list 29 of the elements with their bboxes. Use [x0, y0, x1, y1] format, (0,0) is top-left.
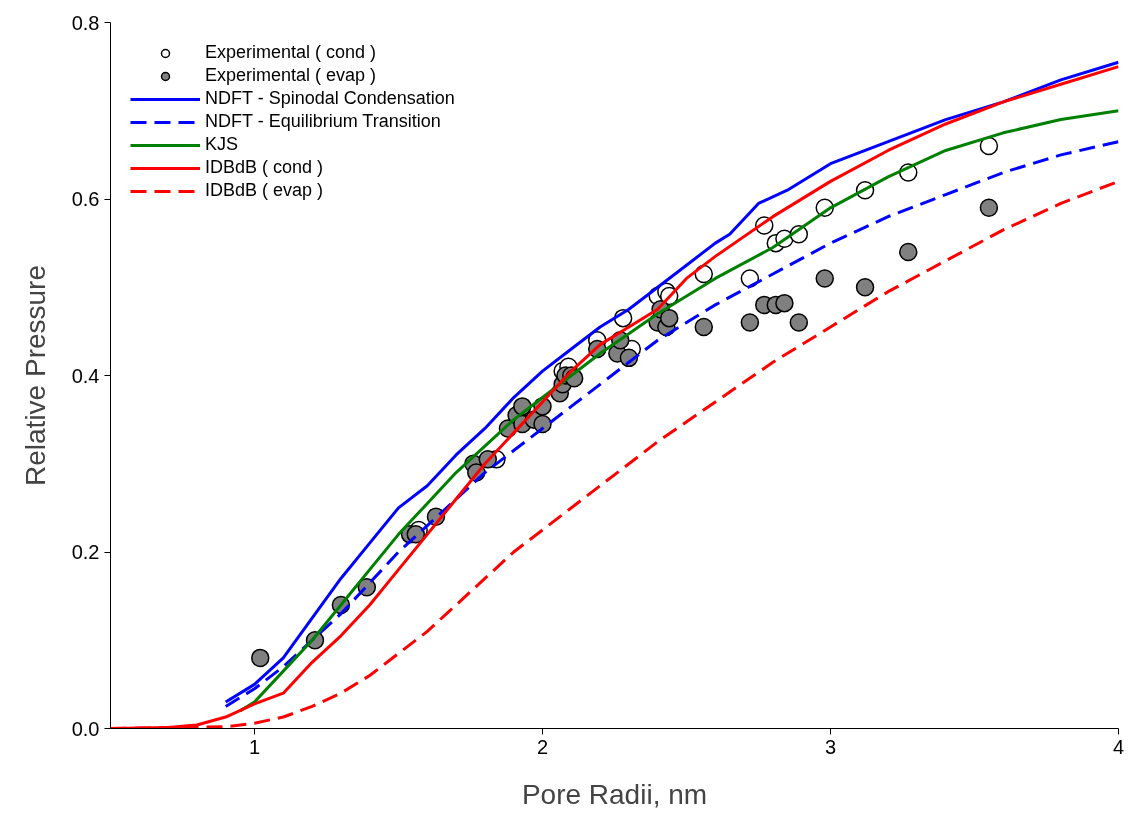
- y-tick-label: 0.6: [71, 188, 100, 210]
- point: [740, 313, 760, 332]
- legend-label: Experimental ( evap ): [205, 65, 377, 86]
- y-tick-label: 0.2: [71, 541, 100, 563]
- point: [855, 278, 875, 297]
- legend-label: Experimental ( cond ): [205, 42, 377, 63]
- y-axis-title: Relative Pressure: [19, 265, 51, 486]
- point: [694, 317, 714, 337]
- x-tick-label: 2: [536, 735, 549, 758]
- legend-label: NDFT - Spinodal Condensation: [205, 88, 455, 109]
- legend-label: IDBdB ( cond ): [205, 157, 324, 178]
- x-tick-label: 4: [1112, 735, 1125, 758]
- point: [979, 198, 999, 218]
- legend-label: IDBdB ( evap ): [205, 180, 324, 201]
- y-tick-label: 0.0: [71, 717, 100, 740]
- point: [251, 648, 270, 668]
- legend-label: NDFT - Equilibrium Transition: [205, 111, 441, 132]
- x-tick-label: 3: [824, 735, 837, 758]
- legend-label: KJS: [205, 134, 239, 155]
- y-tick-label: 0.4: [71, 364, 100, 387]
- x-axis-title: Pore Radii, nm: [521, 778, 708, 810]
- y-tick-label: 0.8: [71, 11, 100, 34]
- point: [789, 313, 809, 332]
- point: [979, 136, 999, 156]
- point: [899, 242, 918, 262]
- point: [775, 293, 794, 313]
- point: [659, 308, 679, 328]
- point: [815, 269, 834, 288]
- x-tick-label: 1: [248, 735, 261, 758]
